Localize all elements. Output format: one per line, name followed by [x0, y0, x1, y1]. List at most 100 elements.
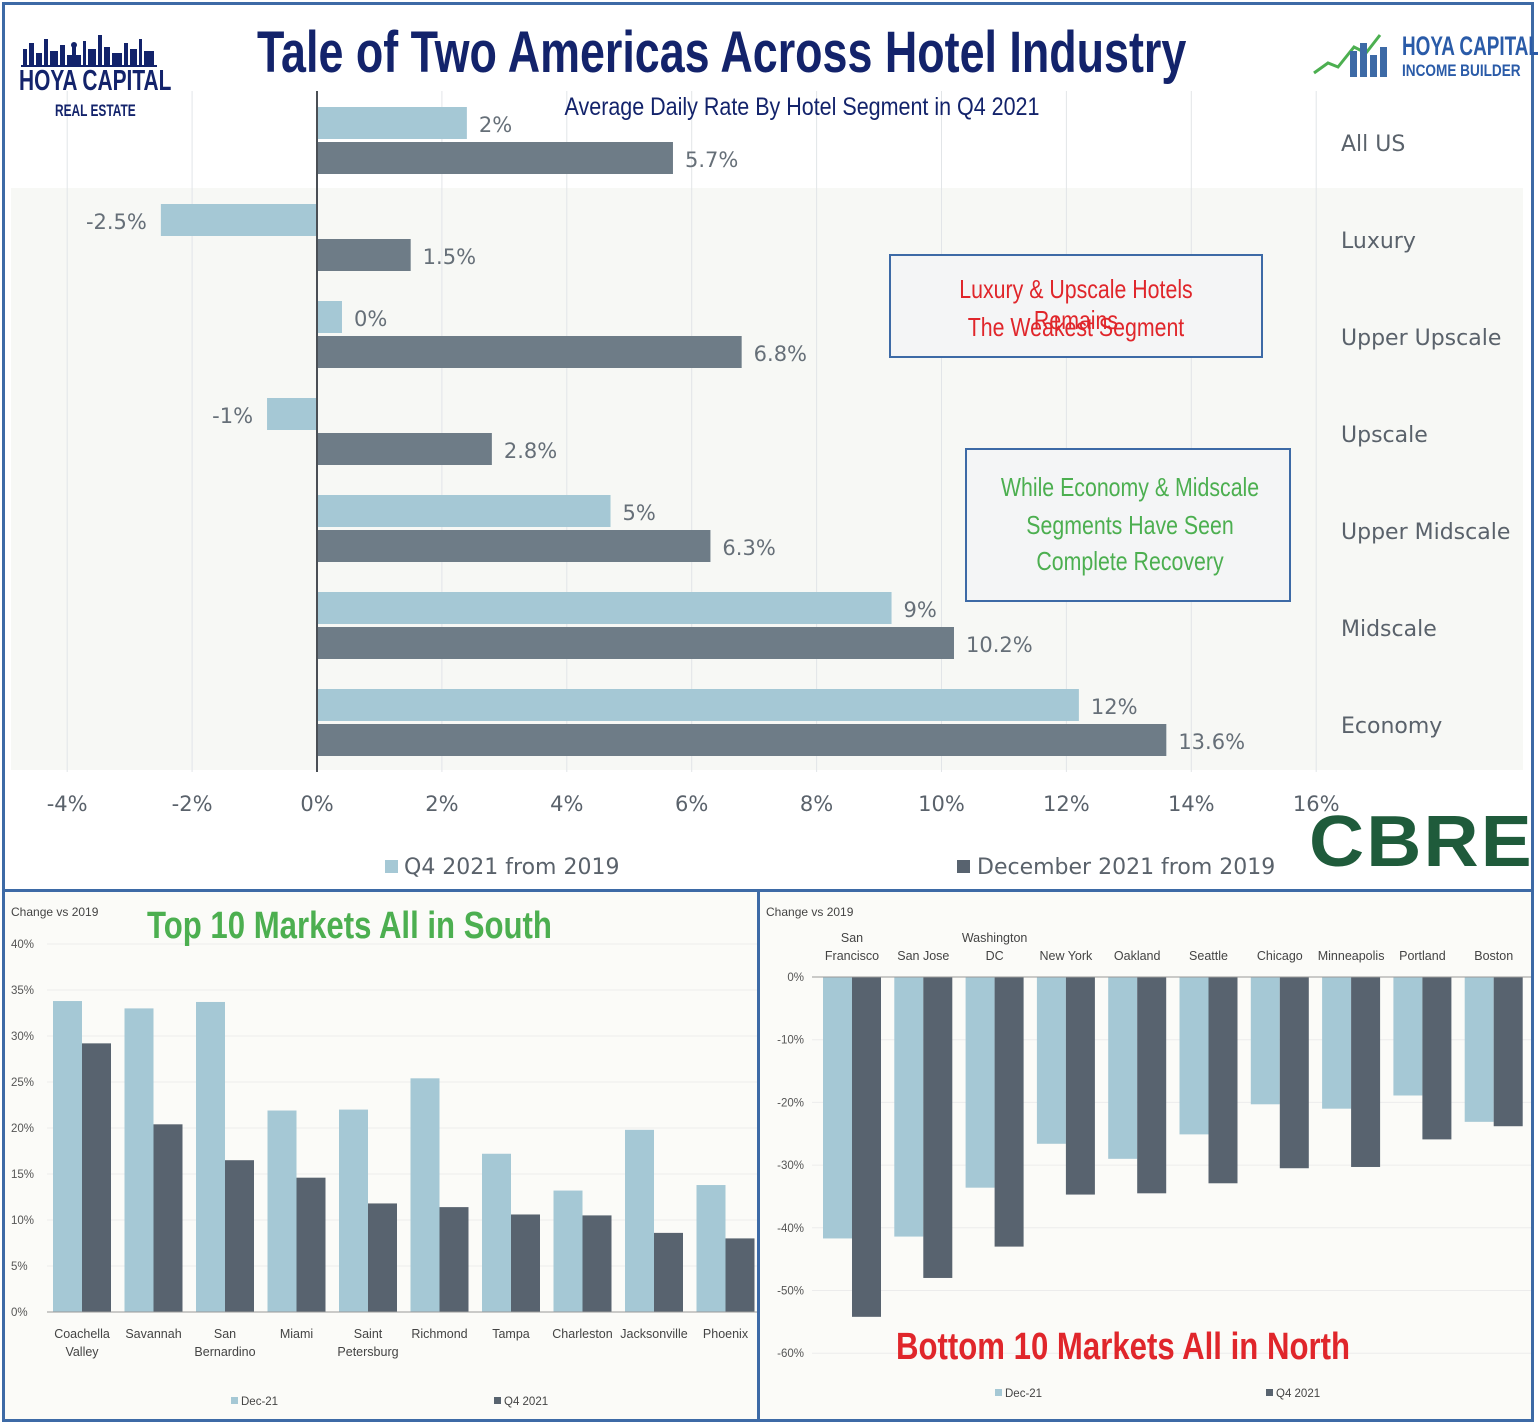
december-2021-data-label: 6.3%	[722, 536, 775, 560]
december-2021-bar	[317, 724, 1167, 756]
category-label: Upper Midscale	[1341, 520, 1510, 545]
q4-2021-bar	[725, 1238, 755, 1312]
x-tick-label: -2%	[172, 792, 213, 816]
q4-2021-bar	[317, 689, 1079, 721]
y-tick-label: -10%	[777, 1035, 804, 1047]
x-tick-label: 14%	[1168, 792, 1215, 816]
top-markets-panel: 0% 5% 10% 15% 20% 25% 30% 35% 40% Change vs 2019 T…	[2, 889, 760, 1422]
right-logo-line2: INCOME BUILDER	[1402, 61, 1521, 80]
economy-annotation-line3: Complete Recovery	[1036, 546, 1224, 576]
q4-2021-data-label: -1%	[212, 404, 253, 428]
q4-2021-bar	[923, 977, 953, 1278]
economy-annotation-box: While Economy & Midscale Segments Have S…	[965, 448, 1291, 602]
december-2021-data-label: 13.6%	[1178, 730, 1245, 754]
segment-chart: 2% -2.5% 0% -1% 5% 9% 12% 5.7% 1.5% 6.8% 2.8% 6.3% 1…	[11, 91, 1523, 880]
x-tick-label: 4%	[550, 792, 583, 816]
top-chart-panel: 2% -2.5% 0% -1% 5% 9% 12% 5.7% 1.5% 6.8% 2.8% 6.3% 1…	[2, 2, 1538, 892]
december-2021-data-label: 10.2%	[966, 633, 1033, 657]
category-label: Phoenix	[703, 1327, 749, 1341]
dec-21-bar	[1036, 977, 1066, 1144]
x-tick-label: 12%	[1043, 792, 1090, 816]
q4-2021-bar	[1279, 977, 1309, 1169]
chart-title: Top 10 Markets All in South	[147, 905, 552, 947]
x-tick-label: 16%	[1293, 792, 1340, 816]
q4-2021-bar	[1493, 977, 1523, 1127]
legend-label-q4-2021: Q4 2021	[1276, 1388, 1320, 1400]
q4-2021-bar	[368, 1203, 397, 1312]
dec-21-bar	[965, 977, 995, 1188]
legend-swatch-q4	[385, 860, 398, 873]
dec-21-bar	[53, 1001, 82, 1312]
y-tick-label: 35%	[11, 985, 34, 997]
q4-2021-bar	[225, 1160, 254, 1312]
x-tick-label: 6%	[675, 792, 708, 816]
category-label: Washington	[962, 931, 1028, 945]
dec-21-bar	[267, 1110, 297, 1312]
category-label: Oakland	[1114, 949, 1161, 963]
q4-2021-bar	[1422, 977, 1452, 1140]
row-band	[11, 91, 1523, 188]
category-label: Upper Upscale	[1341, 326, 1501, 351]
dec-21-bar	[1108, 977, 1138, 1159]
y-axis-label: Change vs 2019	[11, 905, 99, 919]
x-tick-label: -4%	[47, 792, 88, 816]
chart-title: Bottom 10 Markets All in North	[896, 1326, 1350, 1368]
category-label: Savannah	[125, 1327, 181, 1341]
dec-21-bar	[823, 977, 852, 1239]
bottom-markets-panel: 0% -10% -20% -30% -40% -50% -60% Change vs 2019…	[757, 889, 1534, 1422]
top-markets-chart: 0% 5% 10% 15% 20% 25% 30% 35% 40% Change vs 2019 T…	[11, 905, 757, 1408]
category-label: Portland	[1399, 949, 1446, 963]
q4-2021-data-label: 2%	[479, 113, 512, 137]
y-tick-label: 40%	[11, 939, 34, 951]
december-2021-data-label: 5.7%	[685, 148, 738, 172]
row-band	[11, 188, 1523, 285]
page-title: Tale of Two Americas Across Hotel Indust…	[257, 20, 1187, 85]
dec-21-bar	[553, 1190, 583, 1312]
dec-21-bar	[1393, 977, 1423, 1096]
legend-label-q4-2021: Q4 2021	[504, 1396, 548, 1408]
skyline-icon	[21, 35, 157, 67]
q4-2021-bar	[994, 977, 1024, 1247]
luxury-annotation-line2: The Weakest Segment	[967, 312, 1185, 342]
x-tick-label: 2%	[425, 792, 458, 816]
y-tick-label: 20%	[11, 1123, 34, 1135]
row-band	[11, 479, 1523, 576]
december-2021-data-label: 2.8%	[504, 439, 557, 463]
q4-2021-bar	[511, 1214, 540, 1312]
december-2021-bar	[317, 530, 711, 562]
dec-21-bar	[1250, 977, 1280, 1105]
dec-21-bar	[410, 1078, 440, 1312]
category-label: Charleston	[552, 1327, 612, 1341]
row-band	[11, 382, 1523, 479]
y-tick-label: 5%	[11, 1261, 28, 1273]
december-2021-bar	[317, 142, 673, 174]
q4-2021-bar	[160, 204, 317, 236]
q4-2021-data-label: -2.5%	[86, 210, 147, 234]
legend-label-q4: Q4 2021 from 2019	[404, 855, 619, 880]
growth-chart-icon	[1313, 34, 1387, 77]
category-label: Chicago	[1257, 949, 1303, 963]
december-2021-data-label: 6.8%	[754, 342, 807, 366]
q4-2021-bar	[82, 1043, 111, 1312]
row-band	[11, 285, 1523, 382]
category-label: Saint	[354, 1327, 383, 1341]
q4-2021-bar	[1065, 977, 1095, 1195]
q4-2021-data-label: 5%	[623, 501, 656, 525]
q4-2021-bar	[1208, 977, 1238, 1184]
y-tick-label: 25%	[11, 1077, 34, 1089]
category-label: Jacksonville	[620, 1327, 687, 1341]
legend-swatch-dec-21	[995, 1389, 1002, 1396]
category-label: New York	[1039, 949, 1093, 963]
y-tick-label: 0%	[11, 1307, 28, 1319]
luxury-annotation-box: Luxury & Upscale Hotels Remains The Weak…	[889, 254, 1263, 358]
y-tick-label: 15%	[11, 1169, 34, 1181]
left-logo-line2: REAL ESTATE	[55, 101, 136, 120]
q4-2021-bar	[1351, 977, 1381, 1167]
q4-2021-bar	[852, 977, 881, 1317]
legend-label-dec-21: Dec-21	[1005, 1388, 1042, 1400]
legend-swatch-december	[957, 860, 970, 873]
category-label: Valley	[65, 1345, 99, 1359]
y-axis-label: Change vs 2019	[766, 905, 854, 919]
december-2021-bar	[317, 239, 411, 271]
dec-21-bar	[696, 1185, 726, 1312]
